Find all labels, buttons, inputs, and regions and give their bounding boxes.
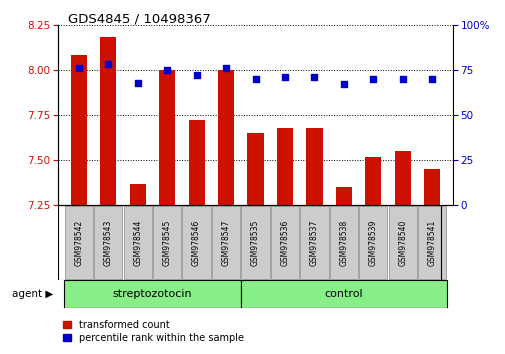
Bar (394, 151, 410, 205)
Legend: transformed count, percentile rank within the sample: transformed count, percentile rank withi… (63, 320, 243, 343)
Point (133, 80, 141, 85)
Text: control: control (324, 289, 363, 299)
Text: GSM978543: GSM978543 (104, 219, 113, 266)
Text: GSM978540: GSM978540 (397, 219, 407, 266)
Text: streptozotocin: streptozotocin (113, 289, 192, 299)
Text: agent ▶: agent ▶ (12, 289, 53, 299)
Point (398, 76, 406, 82)
Text: GSM978537: GSM978537 (310, 219, 318, 266)
Text: GSM978546: GSM978546 (192, 219, 200, 266)
Bar (276, 128, 292, 205)
Point (280, 74, 288, 80)
Point (104, 62, 112, 67)
Bar (123, 206, 152, 279)
Text: GSM978536: GSM978536 (280, 219, 289, 266)
Text: GSM978544: GSM978544 (133, 219, 142, 266)
Point (310, 74, 318, 80)
Bar (71, 56, 87, 205)
Bar (159, 70, 175, 205)
Point (251, 76, 259, 82)
Point (222, 65, 230, 71)
Bar (270, 206, 298, 279)
Bar (94, 206, 122, 279)
Bar (212, 206, 240, 279)
Point (75, 65, 83, 71)
Point (163, 67, 171, 73)
Bar (306, 128, 322, 205)
Bar (65, 206, 93, 279)
Bar (188, 120, 205, 205)
Bar (359, 206, 387, 279)
Text: GSM978539: GSM978539 (368, 219, 377, 266)
Bar (417, 206, 445, 279)
Text: GSM978545: GSM978545 (162, 219, 171, 266)
Bar (182, 206, 211, 279)
Text: GDS4845 / 10498367: GDS4845 / 10498367 (68, 12, 211, 25)
Bar (100, 38, 116, 205)
Bar (218, 70, 234, 205)
Bar (64, 280, 240, 308)
Text: GSM978547: GSM978547 (221, 219, 230, 266)
Bar (335, 187, 351, 205)
Bar (241, 206, 269, 279)
Bar (329, 206, 358, 279)
Point (339, 81, 347, 87)
Bar (240, 280, 446, 308)
Text: GSM978535: GSM978535 (250, 219, 260, 266)
Text: GSM978541: GSM978541 (427, 219, 436, 266)
Bar (299, 206, 328, 279)
Bar (365, 156, 381, 205)
Bar (247, 133, 263, 205)
Bar (423, 169, 439, 205)
Bar (153, 206, 181, 279)
Point (192, 73, 200, 78)
Bar (388, 206, 416, 279)
Point (369, 76, 377, 82)
Text: GSM978542: GSM978542 (74, 219, 83, 266)
Bar (129, 184, 145, 205)
Point (427, 76, 435, 82)
Text: GSM978538: GSM978538 (339, 219, 348, 266)
